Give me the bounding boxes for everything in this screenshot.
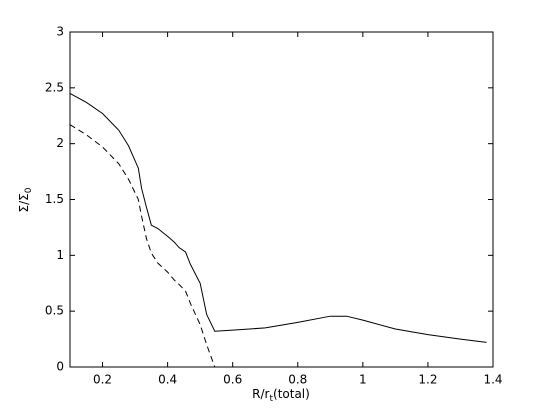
y-tick-label: 0.5 <box>45 304 64 318</box>
x-tick-label: 0.6 <box>223 373 242 387</box>
x-label-sub: t <box>269 394 273 404</box>
x-axis-label: R/rt(total) <box>252 387 310 404</box>
y-label-sub: 0 <box>24 187 34 193</box>
x-tick-label: 1.4 <box>483 373 502 387</box>
y-tick-label: 3 <box>56 25 64 39</box>
y-tick-label: 1 <box>56 248 64 262</box>
x-tick-label: 1 <box>359 373 367 387</box>
x-tick-label: 0.8 <box>288 373 307 387</box>
x-tick-label: 0.2 <box>93 373 112 387</box>
y-tick-label: 0 <box>56 360 64 374</box>
x-label-rest: (total) <box>273 387 310 401</box>
y-tick-label: 1.5 <box>45 192 64 206</box>
y-tick-label: 2 <box>56 136 64 150</box>
y-tick-label: 2.5 <box>45 80 64 94</box>
y-label-main: Σ/Σ <box>17 193 31 212</box>
series-line <box>69 124 216 368</box>
plot-frame <box>69 31 494 368</box>
series-line <box>69 92 487 343</box>
y-axis-label: Σ/Σ0 <box>17 187 34 212</box>
x-label-main: R/r <box>252 387 269 401</box>
x-tick-label: 1.2 <box>418 373 437 387</box>
x-tick-label: 0.4 <box>158 373 177 387</box>
